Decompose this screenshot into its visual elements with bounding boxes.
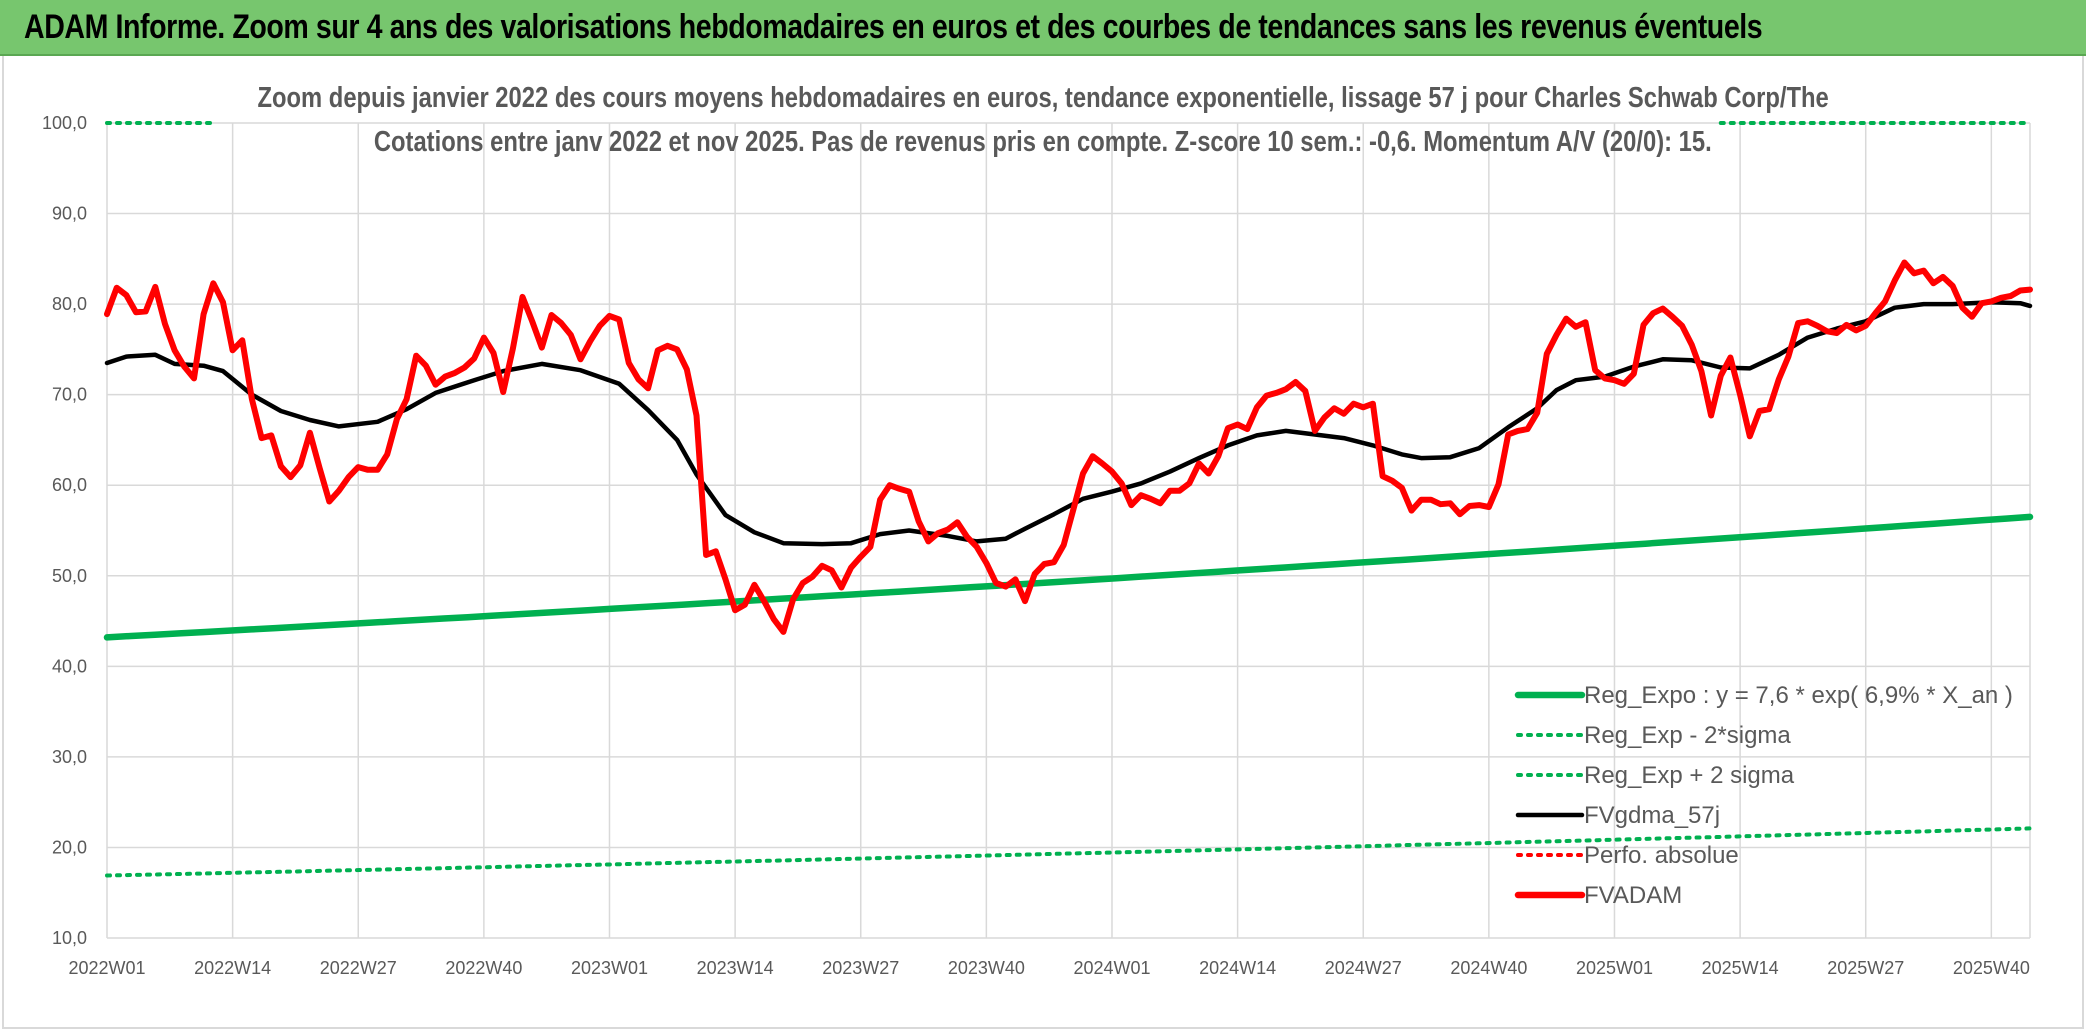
- y-tick-label: 70,0: [52, 385, 87, 405]
- x-tick-label: 2023W40: [948, 958, 1025, 978]
- legend-label: Reg_Exp - 2*sigma: [1584, 722, 1791, 749]
- chart-title-text: Zoom depuis janvier 2022 des cours moyen…: [257, 82, 1829, 114]
- legend-label: FVgdma_57j: [1584, 802, 1720, 829]
- series-line-3: [104, 300, 2033, 547]
- x-tick-label: 2024W27: [1325, 958, 1402, 978]
- y-tick-label: 80,0: [52, 294, 87, 314]
- y-tick-label: 100,0: [42, 113, 87, 133]
- x-tick-label: 2022W14: [194, 958, 271, 978]
- x-tick-label: 2024W14: [1199, 958, 1276, 978]
- x-tick-label: 2023W01: [571, 958, 648, 978]
- chart-frame: [2, 56, 2084, 1029]
- y-tick-label: 50,0: [52, 566, 87, 586]
- y-tick-label: 40,0: [52, 656, 87, 676]
- report-banner: ADAM Informe. Zoom sur 4 ans des valoris…: [0, 0, 2086, 56]
- x-tick-label: 2024W40: [1450, 958, 1527, 978]
- chart-subtitle-text: Cotations entre janv 2022 et nov 2025. P…: [374, 126, 1712, 158]
- x-tick-label: 2022W40: [445, 958, 522, 978]
- x-tick-label: 2022W01: [68, 958, 145, 978]
- x-tick-label: 2025W14: [1702, 958, 1779, 978]
- series-line-1: [105, 826, 2032, 878]
- x-tick-label: 2023W14: [697, 958, 774, 978]
- legend-label: FVADAM: [1584, 882, 1682, 909]
- y-tick-label: 60,0: [52, 475, 87, 495]
- x-tick-label: 2025W40: [1953, 958, 2030, 978]
- y-tick-label: 10,0: [52, 928, 87, 948]
- legend-label: Perfo. absolue: [1584, 842, 1739, 869]
- chart-subtitle: Cotations entre janv 2022 et nov 2025. P…: [0, 126, 2086, 159]
- y-tick-label: 20,0: [52, 837, 87, 857]
- legend-label: Reg_Expo : y = 7,6 * exp( 6,9% * X_an ): [1584, 682, 2013, 709]
- x-tick-label: 2023W27: [822, 958, 899, 978]
- x-tick-label: 2024W01: [1073, 958, 1150, 978]
- x-tick-label: 2025W01: [1576, 958, 1653, 978]
- y-tick-label: 30,0: [52, 747, 87, 767]
- x-tick-label: 2025W27: [1827, 958, 1904, 978]
- series-line-5: [104, 259, 2033, 635]
- x-tick-label: 2022W27: [320, 958, 397, 978]
- y-tick-label: 90,0: [52, 204, 87, 224]
- series-line-0: [103, 513, 2034, 641]
- report-title: ADAM Informe. Zoom sur 4 ans des valoris…: [24, 8, 1763, 46]
- chart-title: Zoom depuis janvier 2022 des cours moyen…: [0, 82, 2086, 115]
- legend-label: Reg_Exp + 2 sigma: [1584, 762, 1795, 789]
